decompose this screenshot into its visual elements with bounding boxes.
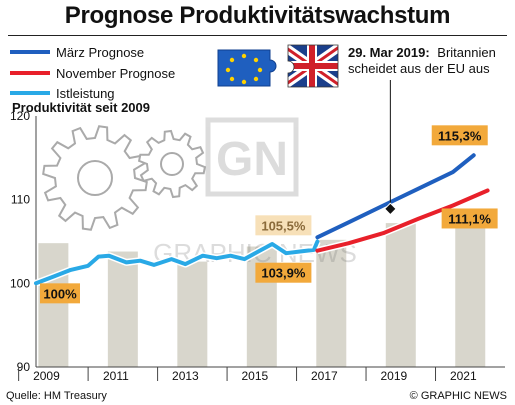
data-label: 105,5% [261,218,306,233]
data-label-box [255,215,312,236]
annotation-text: 29. Mar 2019: Britannien [348,45,496,60]
x-tick-label: 2021 [450,369,477,383]
annotation-detail: scheidet aus der EU aus [348,61,490,76]
data-label: 111,1% [448,211,491,226]
annotation-country: Britannien [437,45,496,60]
x-tick-label: 2011 [103,369,129,383]
svg-text:GN: GN [216,133,288,186]
data-label-box [255,262,312,283]
x-tick-label: 2017 [311,369,338,383]
x-tick-label: 2015 [242,369,269,383]
y-ticks: 90 100 110 120 [10,109,30,374]
data-label: 103,9% [261,266,306,281]
background-bar [107,251,138,367]
x-tick-label: 2009 [33,369,60,383]
data-label-box [441,208,498,229]
y-tick-label: 120 [10,109,30,123]
data-label: 100% [43,286,77,301]
background-bar [38,243,69,367]
background-bar [177,261,208,367]
legend-label-november: November Prognose [56,66,175,81]
title-rule [8,35,507,36]
brexit-marker [383,202,397,216]
data-label-box [40,283,80,304]
x-tick-label: 2019 [380,369,407,383]
series-line-istleistung [34,239,320,286]
y-tick-label: 90 [17,360,31,374]
x-tick-label: 2013 [172,369,199,383]
background-bars [38,213,486,367]
y-tick-label: 100 [10,276,30,290]
background-bar [316,239,347,367]
legend: März Prognose November Prognose Istleist… [10,45,175,101]
watermark: GN GRAPHIC NEWS [153,117,357,268]
data-labels: 100% 105,5% 103,9% 115,3% 111,1% [40,125,498,304]
eu-flag-puzzle-icon [217,49,277,87]
series-line-m-rz-prognose [315,153,476,240]
legend-label-maerz: März Prognose [56,45,144,60]
x-ticks: 2009 2011 2013 2015 2017 2019 2021 [18,367,477,383]
series-line-november-prognose [315,188,490,253]
series-layer [34,152,490,287]
marker-layer [383,80,397,216]
data-label: 115,3% [438,128,482,143]
union-jack-puzzle-icon [287,44,339,88]
data-label-box [431,125,488,146]
chart-subtitle: Produktivität seit 2009 [12,100,150,115]
page-title: Prognose Produktivitätswachstum [64,2,451,29]
gear-large-icon [42,125,148,231]
y-tick-label: 110 [11,193,30,207]
gear-small-icon [137,129,207,199]
background-bar [385,223,416,367]
credit: © GRAPHIC NEWS [409,390,507,402]
annotation-date: 29. Mar 2019: [348,45,430,60]
legend-label-istleistung: Istleistung [56,86,115,101]
background-bar [455,213,486,367]
source-note: Quelle: HM Treasury [6,390,107,402]
